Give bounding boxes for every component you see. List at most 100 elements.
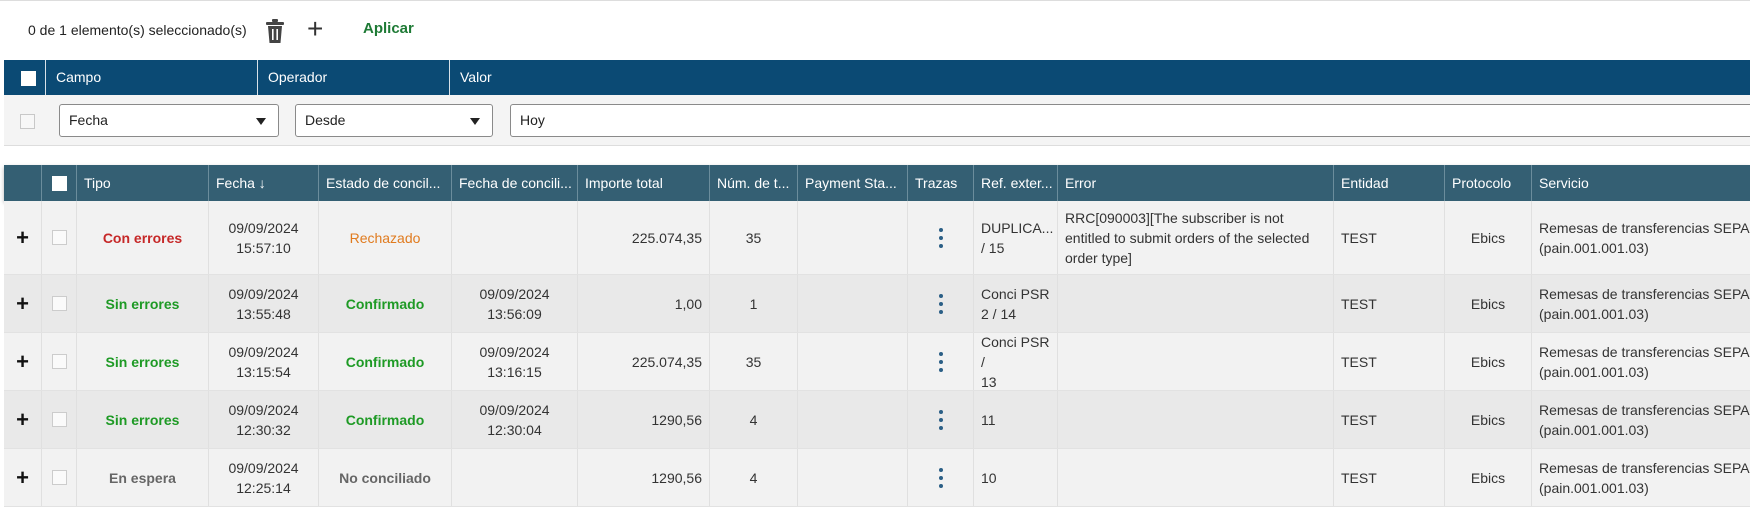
estado-status: Rechazado [349,229,421,246]
col-protocolo[interactable]: Protocolo [1445,165,1532,201]
cell-estado-conciliacion: Rechazado [319,201,452,274]
expand-cell: + [4,275,42,332]
add-icon[interactable]: + [307,13,324,44]
operator-select-value: Desde [305,112,346,128]
trash-icon[interactable] [263,18,287,44]
col-payment-status[interactable]: Payment Sta... [798,165,908,201]
results-table: Tipo Fecha ↓ Estado de concil... Fecha d… [4,165,1750,507]
cell-entidad: TEST [1334,449,1445,506]
header-expand [4,165,42,201]
table-row[interactable]: + Sin errores 09/09/2024 13:15:54 Confirmado… [4,333,1750,391]
cell-payment-status [798,333,908,390]
chevron-down-icon [470,118,480,125]
table-row[interactable]: + Sin errores 09/09/2024 12:30:32 Confirmado… [4,391,1750,449]
cell-error: RRC[090003][The subscriber is not entitl… [1058,201,1334,274]
filter-header-operator: Operador [258,60,450,95]
expand-row-icon[interactable]: + [16,406,29,432]
more-vertical-icon[interactable] [938,293,943,314]
cell-tipo: Con errores [77,201,209,274]
cell-tipo: Sin errores [77,333,209,390]
expand-row-icon[interactable]: + [16,464,29,490]
cell-servicio: Remesas de transferencias SEPA (pain.001.… [1539,343,1750,380]
filter-row: Fecha Desde Hoy [4,95,1750,146]
filter-row-checkbox[interactable] [20,114,35,129]
col-ref-externa[interactable]: Ref. exter... [974,165,1058,201]
cell-importe-total: 225.074,35 [578,201,710,274]
estado-status: Confirmado [345,411,425,428]
col-estado-conciliacion[interactable]: Estado de concil... [319,165,452,201]
more-vertical-icon[interactable] [938,227,943,248]
filter-header-value: Valor [460,69,492,85]
cell-entidad: TEST [1334,275,1445,332]
cell-num-transacciones: 4 [710,449,798,506]
cell-ref-externa: 10 [974,449,1058,506]
row-checkbox[interactable] [51,354,67,369]
cell-trazas [908,333,974,390]
col-fecha-conciliacion[interactable]: Fecha de concili... [452,165,578,201]
cell-tipo: Sin errores [77,275,209,332]
cell-importe-total: 1,00 [578,275,710,332]
cell-ref-externa: Conci PSR /13 [974,333,1058,390]
row-checkbox[interactable] [51,470,67,485]
more-vertical-icon[interactable] [938,409,943,430]
cell-trazas [908,391,974,448]
cell-ref-externa: DUPLICA.../ 15 [974,201,1058,274]
row-checkbox[interactable] [51,230,67,245]
cell-fecha-conciliacion: 09/09/2024 13:16:15 [452,333,578,390]
col-error[interactable]: Error [1058,165,1334,201]
header-checkbox[interactable] [51,176,67,191]
field-select[interactable]: Fecha [59,104,279,137]
cell-error [1058,275,1334,332]
header-select-all[interactable] [42,165,77,201]
tipo-status: Sin errores [105,295,180,312]
tipo-status: Sin errores [105,353,180,370]
cell-importe-total: 1290,56 [578,449,710,506]
filter-select-all[interactable] [4,60,46,95]
cell-trazas [908,201,974,274]
expand-cell: + [4,201,42,274]
cell-ref-externa: 11 [974,391,1058,448]
cell-protocolo: Ebics [1445,391,1532,448]
table-body: + Con errores 09/09/2024 15:57:10 Rechazado 2… [4,201,1750,507]
value-input-text: Hoy [520,112,545,128]
tipo-status: Con errores [102,229,183,246]
cell-payment-status [798,449,908,506]
table-row[interactable]: + Con errores 09/09/2024 15:57:10 Rechazado 2… [4,201,1750,275]
cell-payment-status [798,391,908,448]
operator-select[interactable]: Desde [295,104,493,137]
cell-estado-conciliacion: Confirmado [319,333,452,390]
cell-trazas [908,449,974,506]
expand-row-icon[interactable]: + [16,290,29,316]
cell-servicio: Remesas de transferencias SEPA (pain.001.… [1539,401,1750,438]
col-servicio[interactable]: Servicio [1539,175,1589,191]
col-entidad[interactable]: Entidad [1334,165,1445,201]
more-vertical-icon[interactable] [938,467,943,488]
col-tipo[interactable]: Tipo [77,165,209,201]
cell-payment-status [798,201,908,274]
select-all-checkbox[interactable] [21,71,36,86]
row-checkbox[interactable] [51,412,67,427]
expand-row-icon[interactable]: + [16,224,29,250]
table-row[interactable]: + En espera 09/09/2024 12:25:14 No conciliad… [4,449,1750,507]
cell-fecha-conciliacion [452,449,578,506]
chevron-down-icon [256,118,266,125]
col-num-transacciones[interactable]: Núm. de t... [710,165,798,201]
cell-fecha: 09/09/2024 12:25:14 [209,449,319,506]
cell-servicio: Remesas de transferencias SEPA (pain.001.… [1539,285,1750,322]
cell-protocolo: Ebics [1445,333,1532,390]
col-trazas[interactable]: Trazas [908,165,974,201]
cell-servicio: Remesas de transferencias SEPA (pain.001.… [1539,219,1750,256]
apply-button[interactable]: Aplicar [363,20,414,37]
table-row[interactable]: + Sin errores 09/09/2024 13:55:48 Confirmado… [4,275,1750,333]
cell-fecha: 09/09/2024 13:15:54 [209,333,319,390]
cell-entidad: TEST [1334,391,1445,448]
expand-row-icon[interactable]: + [16,348,29,374]
col-importe-total[interactable]: Importe total [578,165,710,201]
more-vertical-icon[interactable] [938,351,943,372]
row-checkbox[interactable] [51,296,67,311]
cell-fecha-conciliacion: 09/09/2024 13:56:09 [452,275,578,332]
value-input[interactable]: Hoy [510,104,1750,137]
cell-importe-total: 1290,56 [578,391,710,448]
field-select-value: Fecha [69,112,108,128]
col-fecha[interactable]: Fecha ↓ [209,165,319,201]
